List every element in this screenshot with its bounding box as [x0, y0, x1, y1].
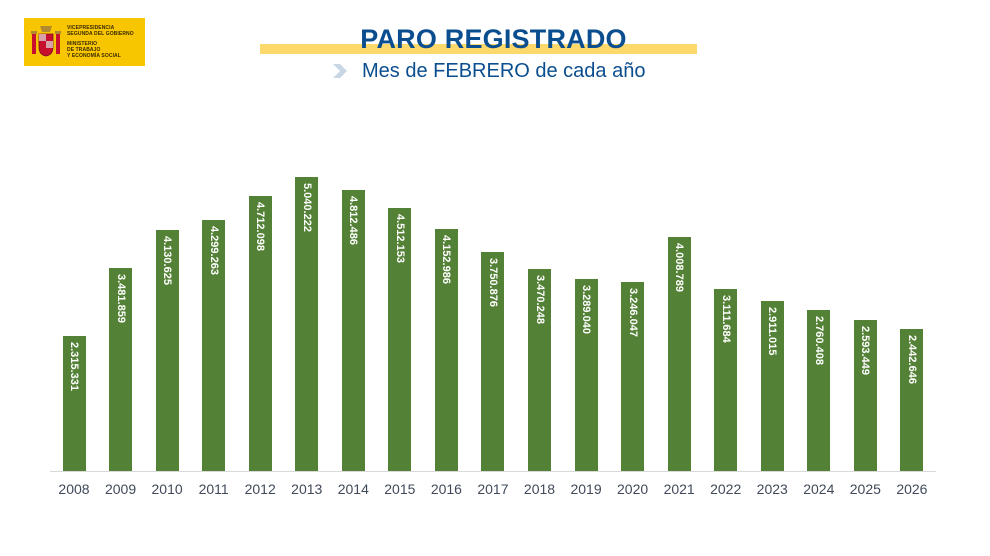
bar-2014: 4.812.486	[341, 190, 365, 471]
x-axis-label: 2014	[337, 481, 369, 497]
x-axis-label: 2024	[803, 481, 835, 497]
bar-value-label: 2.442.646	[905, 335, 918, 384]
bar-2015: 4.512.153	[388, 208, 412, 471]
title-highlight-bar	[260, 44, 697, 54]
chevron-right-icon	[333, 64, 347, 78]
bar-value-label: 2.593.449	[859, 326, 872, 375]
ministry-logo: VICEPRESIDENCIA SEGUNDA DEL GOBIERNO MIN…	[24, 18, 145, 66]
x-axis-label: 2013	[291, 481, 323, 497]
x-axis-label: 2012	[244, 481, 276, 497]
chart-subtitle: Mes de FEBRERO de cada año	[362, 59, 646, 82]
bar-2016: 4.152.986	[434, 229, 458, 471]
bar-2020: 3.246.047	[621, 282, 645, 471]
chart-title: PARO REGISTRADO	[360, 24, 627, 54]
bar-value-label: 4.152.986	[440, 235, 453, 284]
chart-subtitle-row: Mes de FEBRERO de cada año	[330, 59, 645, 83]
bar-2021: 4.008.789	[667, 237, 691, 471]
bar-2017: 3.750.876	[481, 252, 505, 471]
bar-2022: 3.111.684	[714, 289, 738, 471]
x-axis-label: 2026	[896, 481, 928, 497]
x-axis-label: 2017	[477, 481, 509, 497]
x-axis-label: 2018	[523, 481, 556, 497]
x-axis-label: 2011	[198, 481, 229, 497]
bar-value-label: 4.512.153	[393, 214, 406, 263]
bar-2010: 4.130.625	[155, 230, 179, 471]
bar-2023: 2.911.015	[760, 301, 784, 471]
bar-value-label: 3.481.859	[114, 274, 127, 323]
bar-value-label: 2.315.331	[68, 342, 80, 391]
x-axis-label: 2022	[710, 481, 742, 497]
x-axis-label: 2019	[570, 481, 602, 497]
bar-value-label: 3.246.047	[626, 288, 639, 337]
bar-value-label: 3.289.040	[580, 285, 593, 334]
bar-2019: 3.289.040	[574, 279, 598, 471]
x-axis-line	[50, 471, 936, 472]
bar-2018: 3.470.248	[528, 269, 551, 471]
bar-value-label: 5.040.222	[300, 183, 313, 232]
bar-2025: 2.593.449	[853, 320, 877, 471]
spain-coat-of-arms-icon	[31, 26, 61, 57]
bar-value-label: 4.130.625	[161, 236, 174, 285]
x-axis-label: 2021	[663, 481, 695, 497]
bar-2011: 4.299.263	[202, 220, 226, 471]
logo-text: VICEPRESIDENCIA SEGUNDA DEL GOBIERNO MIN…	[67, 25, 134, 59]
x-axis-label: 2023	[756, 481, 788, 497]
bar-value-label: 3.750.876	[486, 258, 499, 307]
x-axis-label: 2010	[151, 481, 183, 497]
bar-value-label: 4.299.263	[207, 226, 220, 275]
bar-value-label: 4.812.486	[347, 196, 360, 245]
bar-value-label: 3.470.248	[533, 275, 546, 324]
bar-value-label: 3.111.684	[719, 295, 732, 343]
bar-value-label: 4.008.789	[673, 243, 686, 292]
bar-value-label: 2.760.408	[812, 316, 825, 365]
bar-2012: 4.712.098	[248, 196, 272, 471]
x-axis-label: 2025	[849, 481, 881, 497]
bar-value-label: 2.911.015	[766, 307, 779, 356]
x-axis-label: 2016	[430, 481, 462, 497]
bar-2009: 3.481.859	[109, 268, 133, 471]
bar-2026: 2.442.646	[900, 329, 924, 471]
x-axis-label: 2009	[104, 481, 137, 497]
x-axis-label: 2008	[58, 481, 90, 497]
bar-2024: 2.760.408	[807, 310, 831, 471]
bar-value-label: 4.712.098	[254, 202, 267, 251]
x-axis-label: 2020	[617, 481, 649, 497]
bar-2013: 5.040.222	[295, 177, 319, 471]
x-axis-label: 2015	[384, 481, 416, 497]
bar-2008: 2.315.331	[62, 336, 86, 471]
